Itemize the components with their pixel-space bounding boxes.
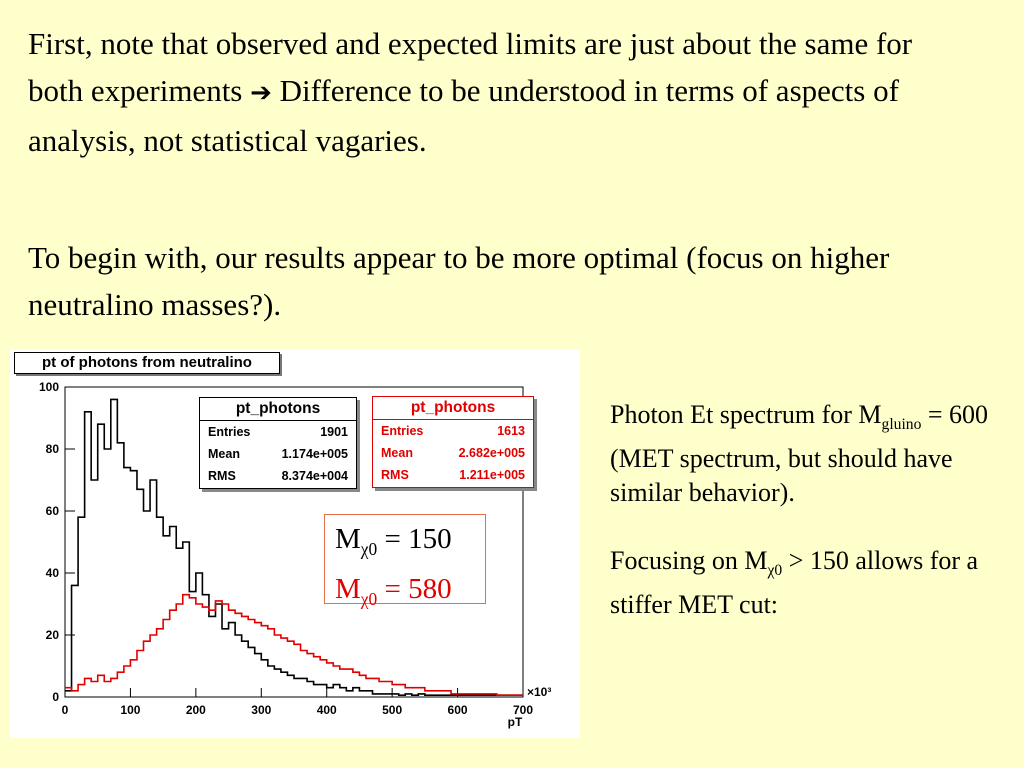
y-tick-label: 80 [46, 442, 60, 456]
legend-entry-red: Mχ0 = 580 [335, 572, 452, 609]
second-paragraph: To begin with, our results appear to be … [28, 240, 890, 322]
legend-entry-black: Mχ0 = 150 [335, 523, 452, 559]
x-tick-label: 500 [382, 703, 402, 717]
stats-red-row: Entries 1613 [381, 424, 525, 438]
series-line-black [65, 398, 523, 696]
x-tick-label: 700 [513, 703, 533, 717]
y-tick-label: 100 [39, 380, 59, 394]
stats-box-red: pt_photons Entries 1613 Mean 2.682e+005 RM… [372, 396, 534, 488]
x-tick-label: 400 [317, 703, 337, 717]
y-tick-label: 20 [46, 628, 60, 642]
x-tick-label: 300 [251, 703, 271, 717]
plot-frame [64, 386, 524, 698]
x-axis-label: pT [508, 715, 523, 729]
x-tick-label: 100 [120, 703, 140, 717]
stats-black-row: Entries 1901 [208, 425, 348, 439]
side-notes: Photon Et spectrum for Mgluino = 600 (ME… [610, 398, 1010, 622]
stats-black-name: pt_photons [200, 398, 356, 421]
intro-paragraph: First, note that observed and expected l… [28, 20, 958, 164]
y-tick-label: 0 [52, 690, 59, 704]
y-tick-label: 60 [46, 504, 60, 518]
intro-text-after: Difference to be understood in terms of … [28, 73, 899, 158]
right-arrow-icon: ➔ [250, 78, 272, 108]
intro-text-before: First, note that observed and expected l… [28, 26, 913, 108]
x-multiplier-label: ×10³ [527, 685, 551, 699]
stats-black-row: Mean 1.174e+005 [208, 447, 348, 461]
side-note-2: Focusing on Mχ0 > 150 allows for a stiff… [610, 546, 979, 620]
x-tick-label: 600 [448, 703, 468, 717]
series-line-red [65, 593, 523, 696]
legend-box: Mχ0 = 150 Mχ0 = 580 [324, 514, 486, 609]
x-tick-label: 0 [62, 703, 69, 717]
y-tick-label: 40 [46, 566, 60, 580]
x-tick-label: 200 [186, 703, 206, 717]
stats-black-row: RMS 8.374e+004 [208, 469, 348, 483]
plot-title: pt of photons from neutralino [14, 352, 280, 374]
stats-red-row: Mean 2.682e+005 [381, 446, 525, 460]
stats-red-name: pt_photons [373, 397, 533, 420]
stats-box-black: pt_photons Entries 1901 Mean 1.174e+005 RM… [199, 397, 357, 489]
side-note-1: Photon Et spectrum for Mgluino = 600 (ME… [610, 400, 989, 508]
stats-red-row: RMS 1.211e+005 [381, 468, 525, 482]
